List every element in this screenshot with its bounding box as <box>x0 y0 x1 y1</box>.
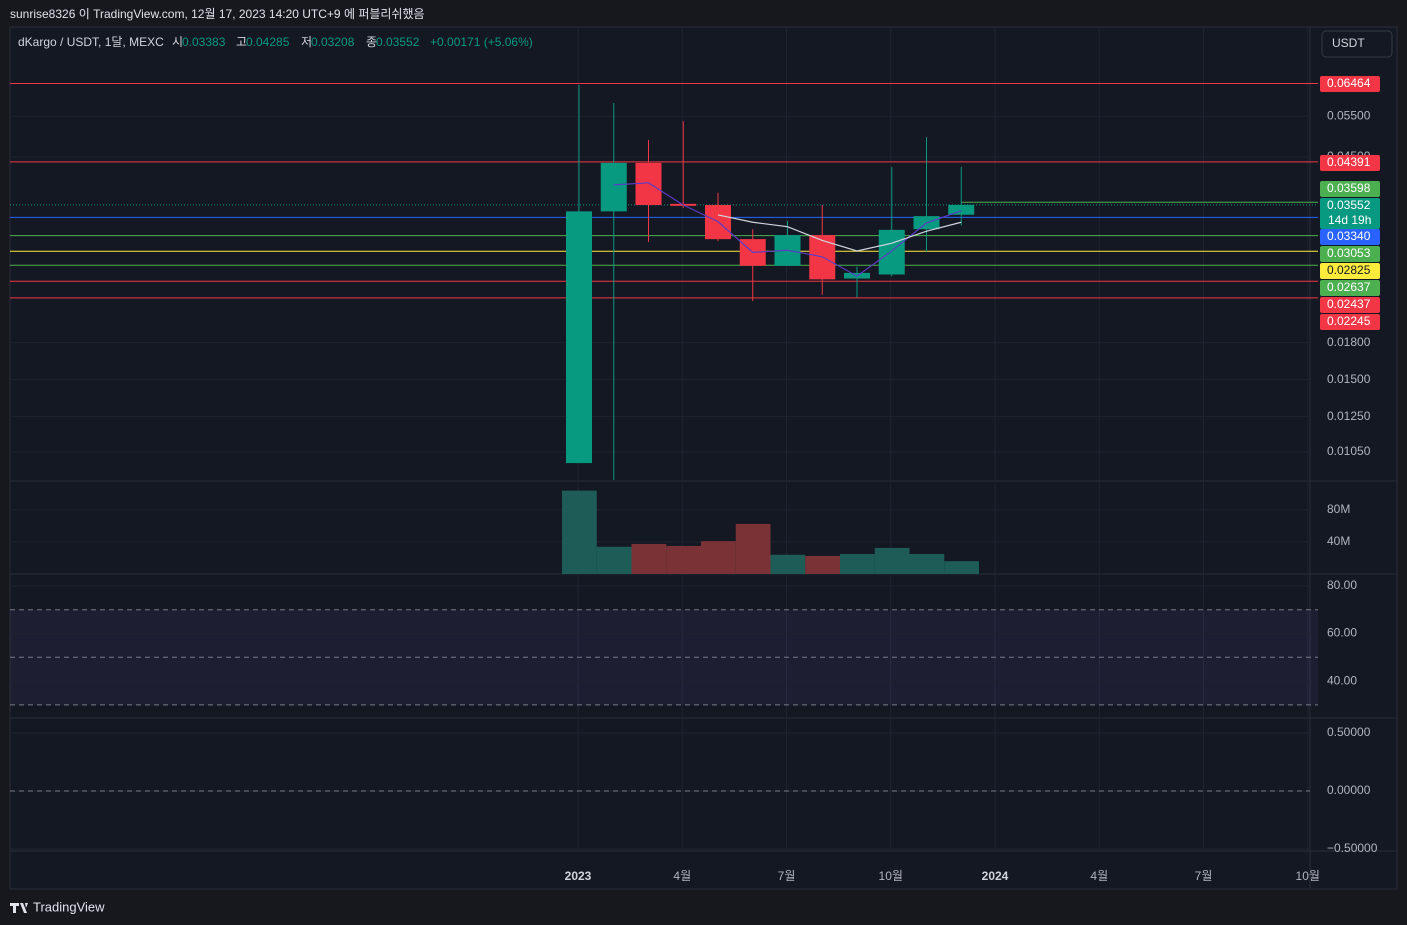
legend-key: 시 <box>172 35 183 49</box>
volume-bar <box>562 490 597 574</box>
footer-brand: TradingView <box>33 899 105 914</box>
level-badge-bg <box>1320 246 1380 262</box>
volume-bar <box>805 555 840 574</box>
legend-title: dKargo / USDT, 1달, MEXC <box>18 35 164 49</box>
legend-value: 0.04285 <box>246 35 290 49</box>
ma-line <box>717 214 962 252</box>
level-badge-bg <box>1320 263 1380 279</box>
level-badge: 0.02637 <box>1327 280 1371 294</box>
level-badge-bg <box>1320 181 1380 197</box>
level-badge-bg <box>1320 229 1380 245</box>
candle-body <box>600 162 627 212</box>
volume-bar <box>909 553 945 574</box>
x-tick-label: 7월 <box>1195 869 1213 883</box>
legend-change: +0.00171 (+5.06%) <box>430 35 533 49</box>
level-badge-bg <box>1320 155 1380 171</box>
y-tick-label: 0.01250 <box>1327 409 1371 423</box>
osc-tick-label: −0.50000 <box>1327 841 1378 855</box>
rsi-tick-label: 80.00 <box>1327 578 1357 592</box>
logo-icon <box>10 903 28 913</box>
legend-value: 0.03383 <box>182 35 226 49</box>
volume-bar <box>631 543 667 574</box>
x-tick-label: 2023 <box>565 869 592 883</box>
x-tick-label: 4월 <box>1090 869 1108 883</box>
rsi-tick-label: 40.00 <box>1327 673 1357 687</box>
ma-line <box>613 182 962 277</box>
level-badge-bg <box>1320 314 1380 330</box>
volume-bar <box>840 553 875 574</box>
level-badge-bg <box>1320 297 1380 313</box>
y-tick-label: 0.01050 <box>1327 444 1371 458</box>
osc-tick-label: 0.00000 <box>1327 783 1371 797</box>
level-badge: 0.03053 <box>1327 246 1371 260</box>
x-tick-label: 2024 <box>982 869 1009 883</box>
legend-key: 저 <box>301 35 312 49</box>
volume-bar <box>944 561 979 574</box>
last-price-badge: 0.03552 <box>1327 198 1371 212</box>
volume-bar <box>770 554 806 574</box>
x-tick-label: 10월 <box>879 869 903 883</box>
legend-key: 고 <box>236 35 247 49</box>
candle-body <box>948 204 975 215</box>
level-badge-bg <box>1320 280 1380 296</box>
chart-frame <box>9 26 1398 890</box>
candle-body <box>566 211 592 464</box>
currency-button[interactable] <box>1321 30 1393 58</box>
level-badge: 0.02245 <box>1327 314 1371 328</box>
level-badge: 0.03598 <box>1327 181 1371 195</box>
osc-tick-label: 0.50000 <box>1327 725 1371 739</box>
level-badge: 0.06464 <box>1327 76 1371 90</box>
legend-value: 0.03552 <box>376 35 420 49</box>
last-price-badge-bg <box>1320 198 1380 229</box>
y-tick-label: 0.01500 <box>1327 372 1371 386</box>
legend-key: 종 <box>366 35 377 49</box>
y-tick-label: 0.05500 <box>1327 108 1371 122</box>
chart-layer: 2023 4월 7월 10월 2024 4월 7월 10월 0.01050 0.01250 0.01… <box>10 27 1397 889</box>
y-tick-label: 0.01800 <box>1327 335 1371 349</box>
volume-tick-label: 80M <box>1327 502 1350 516</box>
x-tick-label: 4월 <box>673 869 691 883</box>
level-badge-bg <box>1320 76 1380 92</box>
countdown: 14d 19h <box>1328 213 1371 227</box>
volume-bar <box>735 523 771 574</box>
volume-tick-label: 40M <box>1327 534 1350 548</box>
volume-bar <box>874 547 910 574</box>
legend-value: 0.03208 <box>311 35 355 49</box>
level-badge: 0.03340 <box>1327 229 1371 243</box>
publish-header: sunrise8326 이 TradingView.com, 12월 17, 2… <box>10 7 425 21</box>
level-badge: 0.02437 <box>1327 297 1371 311</box>
volume-bar <box>666 545 701 574</box>
x-tick-label: 10월 <box>1296 869 1320 883</box>
footer-logo: TradingView <box>10 899 105 914</box>
volume-bar <box>596 546 632 574</box>
level-badge: 0.04391 <box>1327 155 1371 169</box>
volume-bar <box>701 541 736 574</box>
candle-body <box>878 229 905 275</box>
x-tick-label: 7월 <box>778 869 796 883</box>
currency-button-label[interactable]: USDT <box>1332 36 1365 50</box>
level-badge: 0.02825 <box>1327 263 1371 277</box>
rsi-tick-label: 60.00 <box>1327 626 1357 640</box>
